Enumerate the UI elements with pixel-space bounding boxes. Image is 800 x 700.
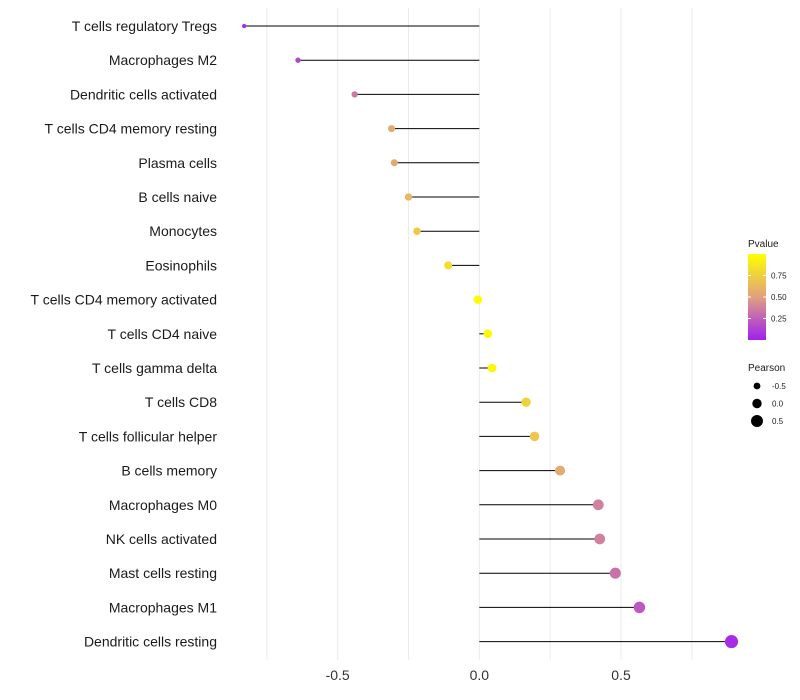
category-label-7: Eosinophils [145,257,217,273]
pvalue-colorbar [748,254,766,340]
category-label-10: T cells gamma delta [92,360,217,376]
point-14 [592,499,604,511]
point-5 [404,193,413,201]
point-10 [487,363,497,373]
pearson-legend: Pearson -0.5 0.0 0.5 [748,363,786,427]
point-9 [483,329,493,339]
vertical-gridlines [266,8,693,660]
point-1 [295,57,301,63]
pearson-legend-items: -0.5 0.0 0.5 [751,382,786,427]
category-label-1: Macrophages M2 [109,52,217,68]
category-label-11: T cells CD8 [145,394,217,410]
x-axis-tick-labels: -0.5 0.0 0.5 [326,667,631,683]
colorbar-tick-label-0: 0.25 [771,315,787,324]
pearson-legend-dot-0 [753,382,761,390]
point-0 [241,23,247,29]
category-label-3: T cells CD4 memory resting [45,121,217,137]
point-12 [529,431,540,442]
category-label-18: Dendritic cells resting [84,634,217,650]
point-18 [724,635,739,649]
pvalue-colorbar-ticks: 0.25 0.50 0.75 [748,272,787,324]
category-label-2: Dendritic cells activated [70,86,217,102]
category-label-14: Macrophages M0 [109,497,217,513]
point-11 [521,397,531,407]
category-label-16: Mast cells resting [109,565,217,581]
point-3 [387,125,396,133]
point-6 [413,227,421,235]
category-label-8: T cells CD4 memory activated [31,292,217,308]
point-17 [633,601,646,614]
category-label-17: Macrophages M1 [109,599,217,615]
category-labels: T cells regulatory Tregs Macrophages M2 De… [31,18,218,650]
point-7 [444,261,453,270]
x-tick-label-0: -0.5 [326,667,350,683]
x-tick-label-2: 0.5 [611,667,631,683]
pearson-legend-label-2: 0.5 [772,417,784,426]
pvalue-legend-title: Pvalue [748,239,779,250]
category-label-9: T cells CD4 naive [108,326,218,342]
category-label-5: B cells naive [138,189,217,205]
point-8 [473,295,483,304]
category-label-4: Plasma cells [138,155,217,171]
category-label-12: T cells follicular helper [79,428,218,444]
category-label-0: T cells regulatory Tregs [72,18,217,34]
point-16 [609,567,621,579]
point-13 [555,465,566,476]
point-15 [594,533,606,545]
x-tick-label-1: 0.0 [470,667,490,683]
category-label-13: B cells memory [121,463,217,479]
pearson-legend-label-1: 0.0 [772,400,784,409]
pearson-legend-label-0: -0.5 [772,382,786,391]
pearson-legend-title: Pearson [748,363,785,374]
colorbar-tick-label-2: 0.75 [771,272,787,281]
pvalue-legend: Pvalue 0.25 0.50 0.75 [748,239,787,340]
pearson-legend-dot-1 [752,398,762,409]
colorbar-tick-label-1: 0.50 [771,293,787,302]
category-label-15: NK cells activated [106,531,217,547]
point-2 [351,91,358,98]
category-label-6: Monocytes [149,223,217,239]
pearson-legend-dot-2 [751,415,763,427]
lollipop-stems [244,25,732,643]
point-4 [390,159,398,167]
lollipop-points [241,23,739,649]
